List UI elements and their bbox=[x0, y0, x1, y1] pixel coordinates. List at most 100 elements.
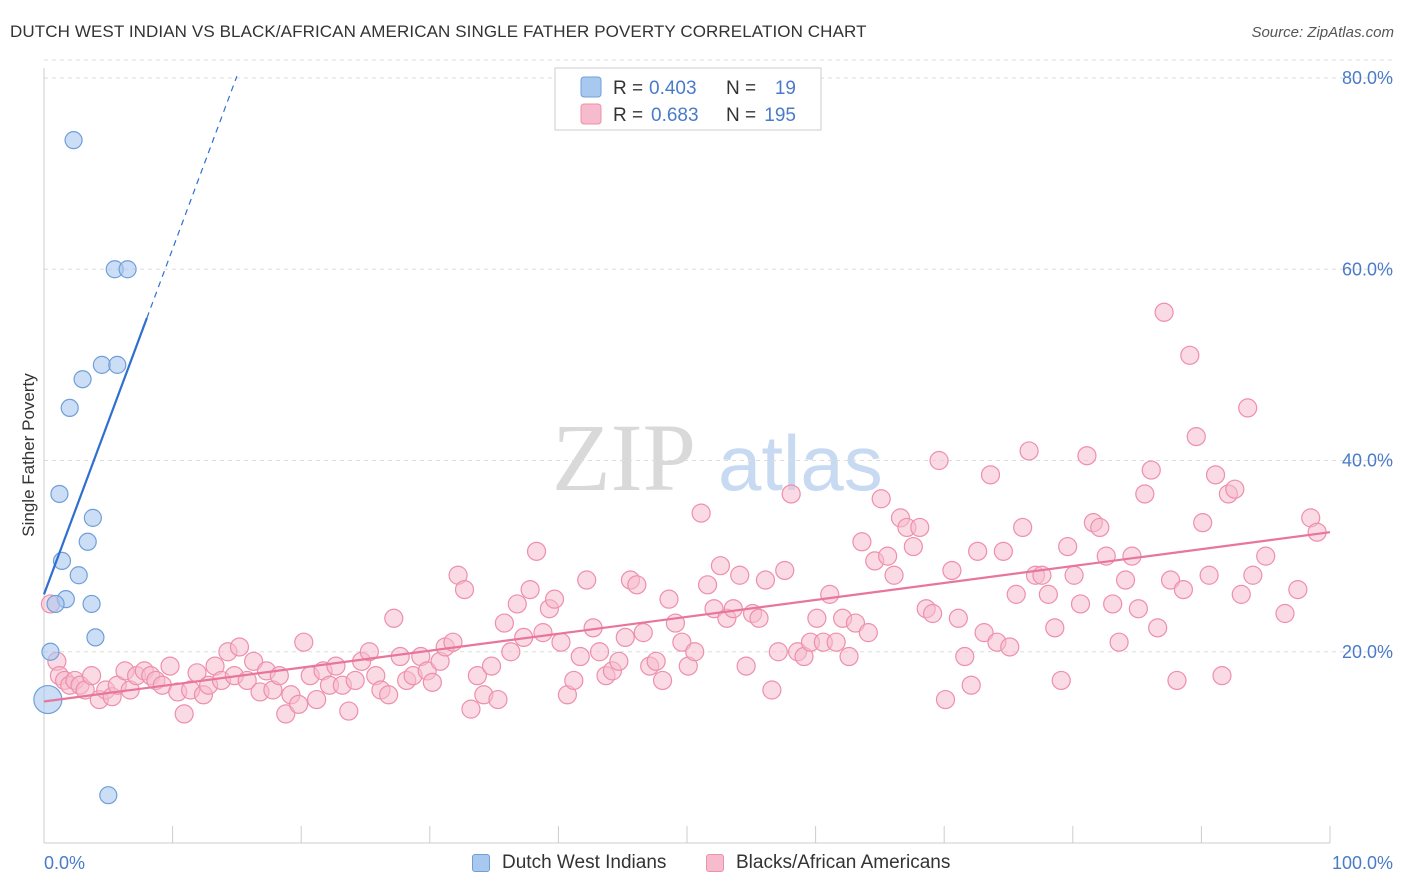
data-point-pink bbox=[948, 608, 968, 628]
data-point-pink bbox=[544, 589, 565, 609]
data-point-pink bbox=[570, 646, 590, 667]
data-point-pink bbox=[1212, 666, 1232, 686]
x-tick-label: 100.0% bbox=[1332, 853, 1393, 873]
data-point-pink bbox=[289, 694, 309, 714]
data-point-pink bbox=[1231, 584, 1251, 604]
data-point-pink bbox=[659, 589, 679, 609]
data-point-pink bbox=[691, 503, 711, 523]
data-point-pink bbox=[646, 651, 666, 671]
data-point-pink bbox=[1193, 513, 1213, 533]
data-point-pink bbox=[1186, 426, 1206, 447]
source-label: Source: ZipAtlas.com bbox=[1251, 24, 1394, 41]
y-tick-label: 20.0% bbox=[1342, 642, 1393, 662]
data-point-pink bbox=[294, 632, 314, 652]
data-point-pink bbox=[1122, 546, 1142, 566]
data-point-pink bbox=[1135, 484, 1155, 504]
data-point-pink bbox=[1090, 517, 1110, 538]
data-point-pink bbox=[422, 672, 442, 692]
data-point-pink bbox=[781, 484, 801, 504]
data-point-pink bbox=[1288, 579, 1308, 600]
data-point-blue bbox=[78, 532, 97, 551]
data-point-pink bbox=[755, 570, 776, 590]
trend-lines bbox=[42, 75, 1331, 703]
data-point-pink bbox=[974, 623, 994, 643]
data-point-pink bbox=[845, 613, 866, 633]
data-point-pink bbox=[384, 608, 404, 628]
data-point-pink bbox=[461, 699, 481, 719]
legend-n-label-pink: N = bbox=[726, 105, 756, 126]
data-point-pink bbox=[980, 465, 1001, 485]
data-point-pink bbox=[1128, 599, 1148, 619]
data-point-pink bbox=[1180, 345, 1200, 365]
data-point-blue bbox=[99, 786, 118, 805]
data-point-pink bbox=[685, 642, 705, 662]
data-point-pink bbox=[633, 623, 653, 643]
data-point-pink bbox=[564, 670, 584, 691]
y-tick-labels: 20.0% 40.0% 60.0% 80.0% bbox=[1342, 68, 1393, 662]
data-point-pink bbox=[697, 575, 718, 595]
data-point-pink bbox=[229, 637, 250, 657]
data-point-pink bbox=[533, 623, 553, 643]
data-point-pink bbox=[710, 556, 731, 576]
data-point-blue bbox=[83, 508, 102, 527]
data-point-pink bbox=[359, 642, 379, 662]
data-point-pink bbox=[307, 689, 327, 710]
bottom-legend-item-blue: Dutch West Indians bbox=[472, 852, 666, 874]
data-point-pink bbox=[736, 656, 756, 676]
data-point-pink bbox=[839, 646, 859, 667]
data-point-blue bbox=[108, 355, 127, 374]
data-point-blue bbox=[50, 484, 69, 504]
data-point-pink bbox=[1103, 594, 1123, 614]
trend-line-blue bbox=[42, 317, 148, 595]
data-point-pink bbox=[481, 656, 502, 676]
legend-swatch-blue bbox=[580, 76, 602, 98]
data-point-blue bbox=[46, 594, 65, 614]
data-point-pink bbox=[339, 701, 359, 721]
data-point-pink bbox=[1275, 603, 1295, 624]
data-point-blue bbox=[64, 131, 83, 150]
data-point-pink bbox=[276, 704, 296, 724]
data-point-pink bbox=[1205, 465, 1226, 485]
data-point-pink bbox=[1070, 594, 1091, 614]
data-point-pink bbox=[1051, 670, 1071, 691]
axes bbox=[43, 68, 1331, 844]
data-point-pink bbox=[488, 689, 508, 710]
data-point-blue bbox=[86, 628, 105, 647]
x-tick-labels: 0.0% 100.0% bbox=[44, 853, 1393, 873]
data-point-pink bbox=[609, 651, 629, 671]
data-point-pink bbox=[1109, 632, 1129, 652]
data-point-pink bbox=[1173, 579, 1193, 600]
data-point-pink bbox=[1058, 536, 1078, 557]
data-point-pink bbox=[730, 565, 750, 585]
data-point-pink bbox=[871, 489, 891, 509]
y-tick-label: 80.0% bbox=[1342, 68, 1393, 88]
data-point-pink bbox=[826, 632, 846, 652]
data-point-pink bbox=[501, 642, 521, 662]
data-point-pink bbox=[762, 680, 782, 700]
data-point-blue bbox=[60, 398, 79, 418]
data-point-pink bbox=[993, 541, 1013, 561]
data-point-pink bbox=[820, 584, 840, 604]
data-point-pink bbox=[1077, 446, 1097, 466]
data-point-pink bbox=[1238, 398, 1258, 418]
x-tick-label: 0.0% bbox=[44, 853, 85, 873]
data-point-pink bbox=[1000, 637, 1020, 657]
data-point-pink bbox=[807, 608, 827, 628]
data-point-pink bbox=[884, 565, 904, 585]
data-point-pink bbox=[961, 675, 981, 695]
legend-r-value-pink: 0.683 bbox=[651, 105, 699, 126]
data-point-pink bbox=[454, 579, 475, 600]
data-point-blue bbox=[69, 566, 88, 585]
bottom-legend: Dutch West Indians Blacks/African Americ… bbox=[0, 852, 1406, 878]
data-point-pink bbox=[494, 613, 514, 633]
data-point-pink bbox=[326, 656, 346, 676]
data-point-blue bbox=[41, 642, 60, 661]
data-point-pink bbox=[1141, 460, 1161, 480]
data-point-pink bbox=[968, 541, 988, 561]
blue-series-points bbox=[33, 131, 137, 805]
data-point-pink bbox=[1115, 570, 1136, 590]
data-point-pink bbox=[768, 642, 788, 662]
chart-title: DUTCH WEST INDIAN VS BLACK/AFRICAN AMERI… bbox=[10, 22, 867, 41]
data-point-pink bbox=[652, 670, 673, 691]
